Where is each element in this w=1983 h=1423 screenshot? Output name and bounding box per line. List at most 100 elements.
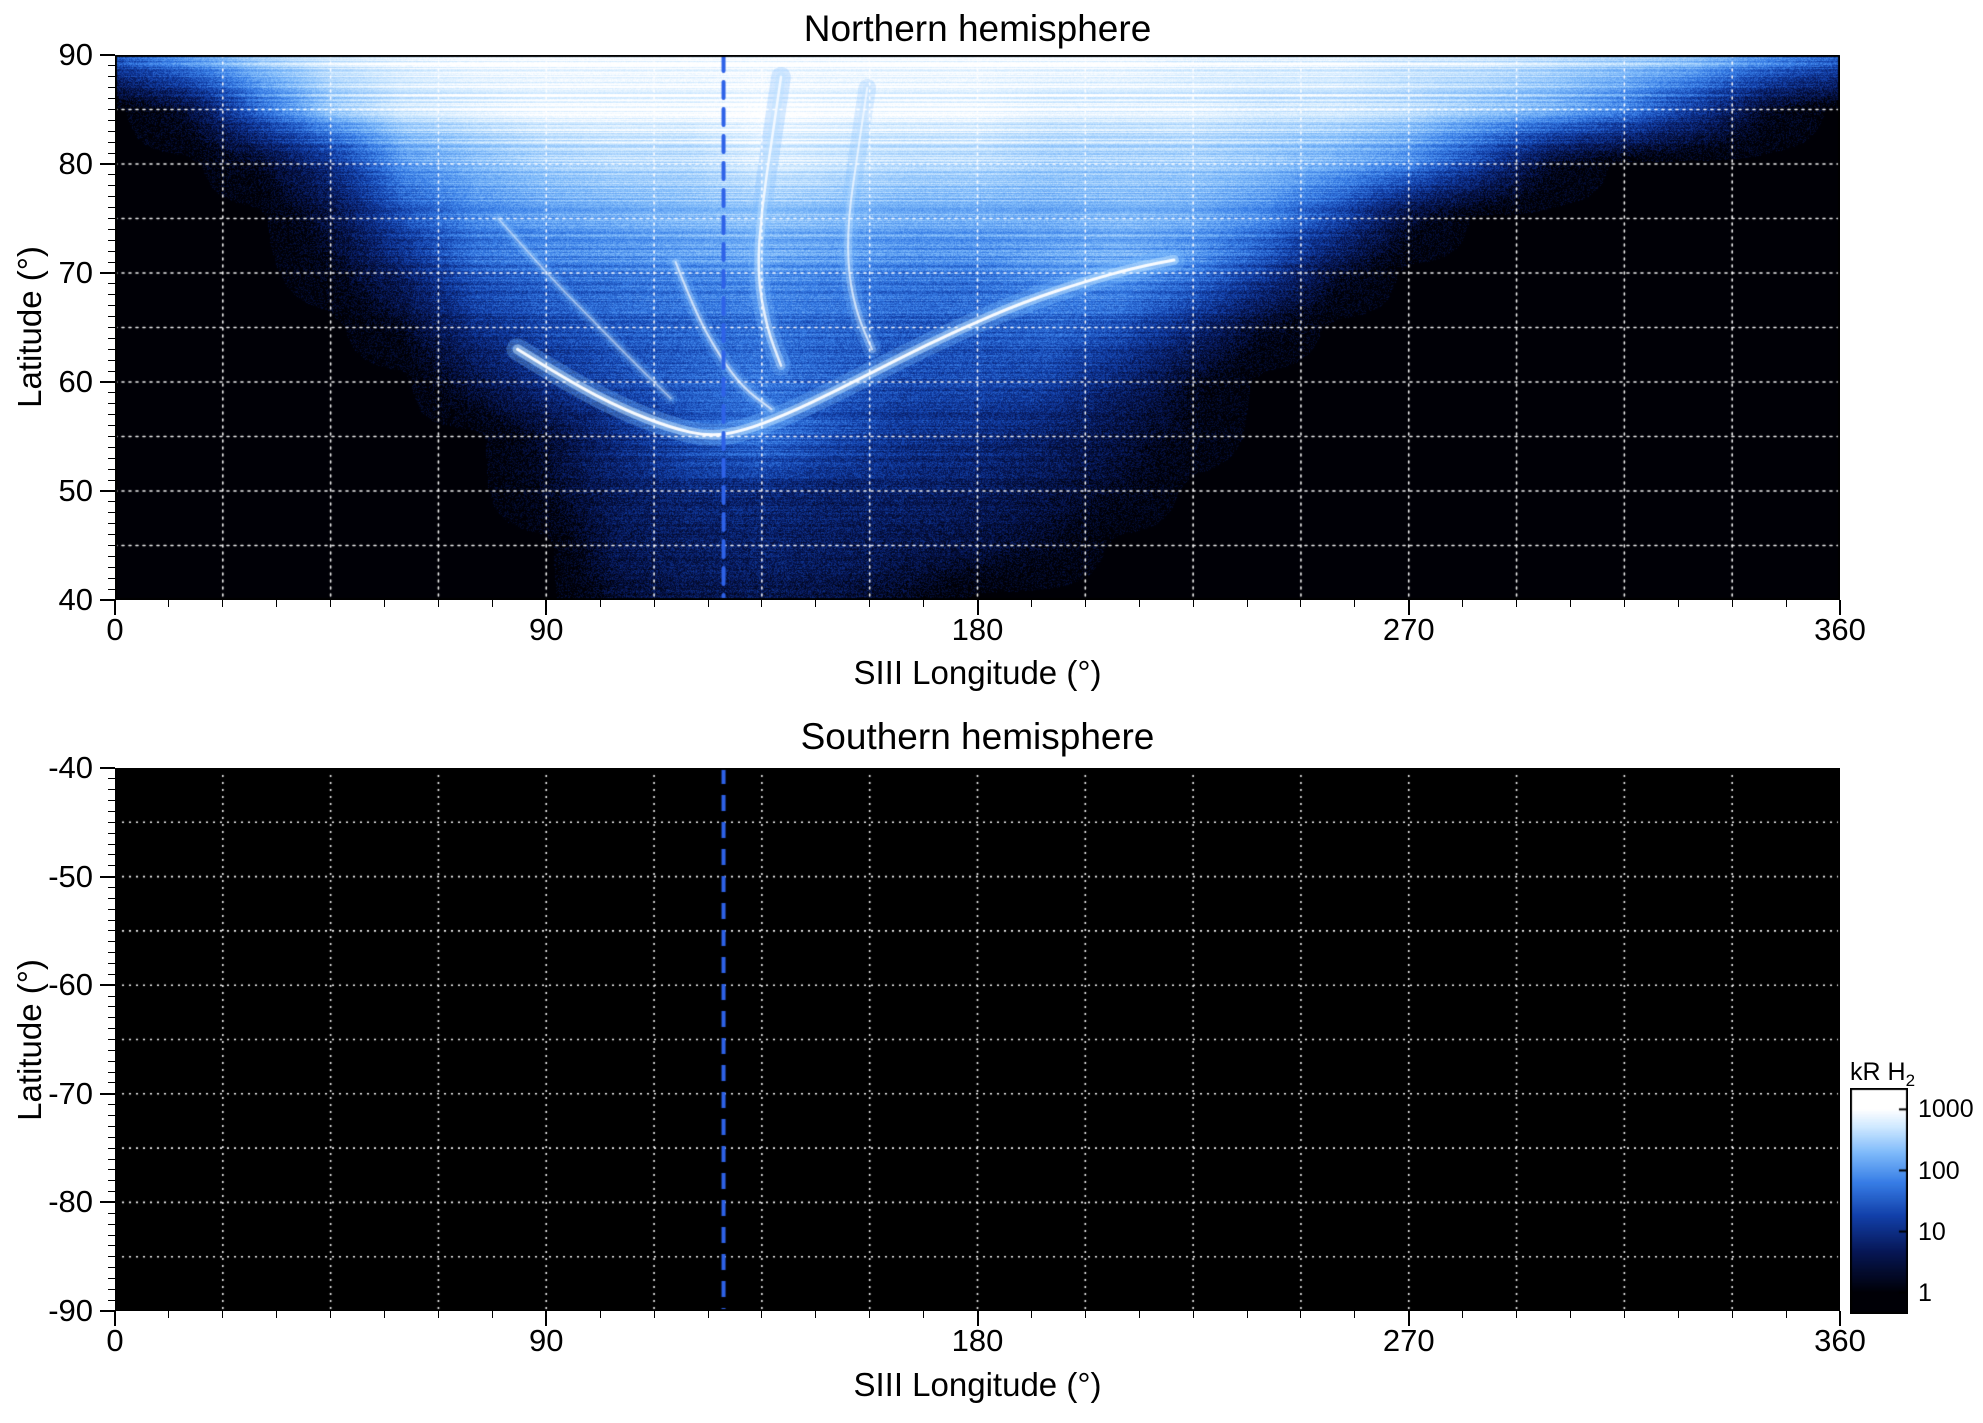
y-minor-tick xyxy=(108,316,115,318)
y-tick-label: -50 xyxy=(48,858,93,894)
y-minor-tick xyxy=(108,152,115,154)
x-minor-tick xyxy=(1570,1311,1571,1318)
y-minor-tick xyxy=(108,305,115,307)
x-tick-label: 180 xyxy=(951,612,1004,647)
x-minor-tick xyxy=(599,600,601,607)
x-minor-tick xyxy=(1677,600,1679,607)
x-minor-tick xyxy=(923,1311,925,1318)
colorbar-tick-label: 1 xyxy=(1918,1278,1932,1307)
y-minor-tick xyxy=(108,468,115,470)
x-minor-tick xyxy=(1731,1311,1733,1318)
x-minor-tick xyxy=(1462,600,1464,607)
x-major-tick xyxy=(1839,1311,1841,1326)
y-minor-tick xyxy=(108,119,115,121)
y-minor-tick xyxy=(108,843,115,845)
x-minor-tick xyxy=(1785,600,1787,607)
x-tick-label: 90 xyxy=(529,612,564,647)
y-minor-tick xyxy=(108,207,115,209)
y-minor-tick xyxy=(108,76,115,78)
y-minor-tick xyxy=(108,1147,115,1149)
y-minor-tick xyxy=(108,185,115,187)
y-tick-label: 50 xyxy=(58,473,93,508)
y-minor-tick xyxy=(108,1049,115,1051)
y-minor-tick xyxy=(108,778,115,780)
x-minor-tick xyxy=(1354,600,1356,607)
y-minor-tick xyxy=(108,555,115,557)
y-tick-label: -40 xyxy=(48,750,93,785)
north-panel-title: Northern hemisphere xyxy=(803,8,1152,49)
y-major-tick xyxy=(100,1201,115,1204)
y-minor-tick xyxy=(108,218,115,219)
x-minor-tick xyxy=(1084,600,1086,607)
y-minor-tick xyxy=(108,1104,115,1106)
y-minor-tick xyxy=(108,370,115,372)
y-minor-tick xyxy=(108,1256,115,1258)
x-minor-tick xyxy=(1677,1311,1679,1318)
north-y-axis-label: Latitude (°) xyxy=(11,246,48,408)
y-minor-tick xyxy=(108,1006,115,1008)
y-tick-label: -90 xyxy=(48,1293,93,1328)
x-minor-tick xyxy=(1246,600,1248,607)
y-major-tick xyxy=(100,54,115,56)
x-minor-tick xyxy=(869,1311,871,1318)
y-minor-tick xyxy=(108,130,115,132)
y-minor-tick xyxy=(108,239,115,241)
x-minor-tick xyxy=(869,600,871,607)
y-tick-label: -80 xyxy=(48,1184,93,1220)
x-minor-tick xyxy=(1138,600,1140,607)
y-minor-tick xyxy=(108,1082,115,1084)
x-minor-tick xyxy=(1462,1311,1464,1318)
y-minor-tick xyxy=(108,446,115,448)
y-minor-tick xyxy=(108,87,115,89)
y-minor-tick xyxy=(108,501,115,503)
colorbar-tick-label: 100 xyxy=(1918,1156,1960,1185)
y-minor-tick xyxy=(108,1234,115,1236)
x-major-tick xyxy=(1407,1311,1410,1326)
south-panel-title: Southern hemisphere xyxy=(800,716,1155,757)
x-tick-label: 90 xyxy=(529,1323,564,1358)
y-minor-tick xyxy=(108,261,115,263)
y-minor-tick xyxy=(108,337,115,339)
x-minor-tick xyxy=(437,1311,439,1318)
x-minor-tick xyxy=(707,1311,709,1318)
x-minor-tick xyxy=(437,600,439,607)
x-tick-label: 360 xyxy=(1814,612,1866,647)
y-minor-tick xyxy=(108,1136,115,1138)
south-heatmap-canvas xyxy=(115,768,1840,1311)
y-minor-tick xyxy=(108,1191,115,1192)
y-minor-tick xyxy=(108,821,115,823)
y-minor-tick xyxy=(108,1169,115,1171)
y-minor-tick xyxy=(108,523,115,525)
y-minor-tick xyxy=(108,392,115,394)
y-minor-tick xyxy=(108,109,115,110)
y-minor-tick xyxy=(108,403,115,405)
y-minor-tick xyxy=(108,897,115,899)
y-major-tick xyxy=(100,875,115,878)
x-minor-tick xyxy=(1354,1311,1356,1318)
y-minor-tick xyxy=(108,577,115,579)
y-minor-tick xyxy=(108,566,115,568)
y-major-tick xyxy=(100,1092,115,1095)
y-minor-tick xyxy=(108,436,115,437)
x-tick-label: 180 xyxy=(951,1323,1004,1358)
x-major-tick xyxy=(114,600,116,615)
x-minor-tick xyxy=(1246,1311,1248,1318)
y-minor-tick xyxy=(108,588,115,590)
south-y-axis-label: Latitude (°) xyxy=(11,959,48,1121)
y-minor-tick xyxy=(108,359,115,361)
y-minor-tick xyxy=(108,941,115,943)
colorbar-tick-label: 1000 xyxy=(1918,1095,1974,1124)
y-minor-tick xyxy=(108,789,115,791)
x-minor-tick xyxy=(1785,1311,1787,1318)
x-minor-tick xyxy=(815,600,817,607)
y-minor-tick xyxy=(108,512,115,514)
x-minor-tick xyxy=(1516,600,1518,607)
x-minor-tick xyxy=(168,1311,170,1318)
x-minor-tick xyxy=(1623,1311,1625,1318)
y-tick-label: 40 xyxy=(58,582,93,617)
y-minor-tick xyxy=(108,1017,115,1019)
y-minor-tick xyxy=(108,973,115,975)
y-minor-tick xyxy=(108,479,115,481)
y-minor-tick xyxy=(108,228,115,230)
colorbar-label: kR H2 xyxy=(1850,1058,1915,1091)
